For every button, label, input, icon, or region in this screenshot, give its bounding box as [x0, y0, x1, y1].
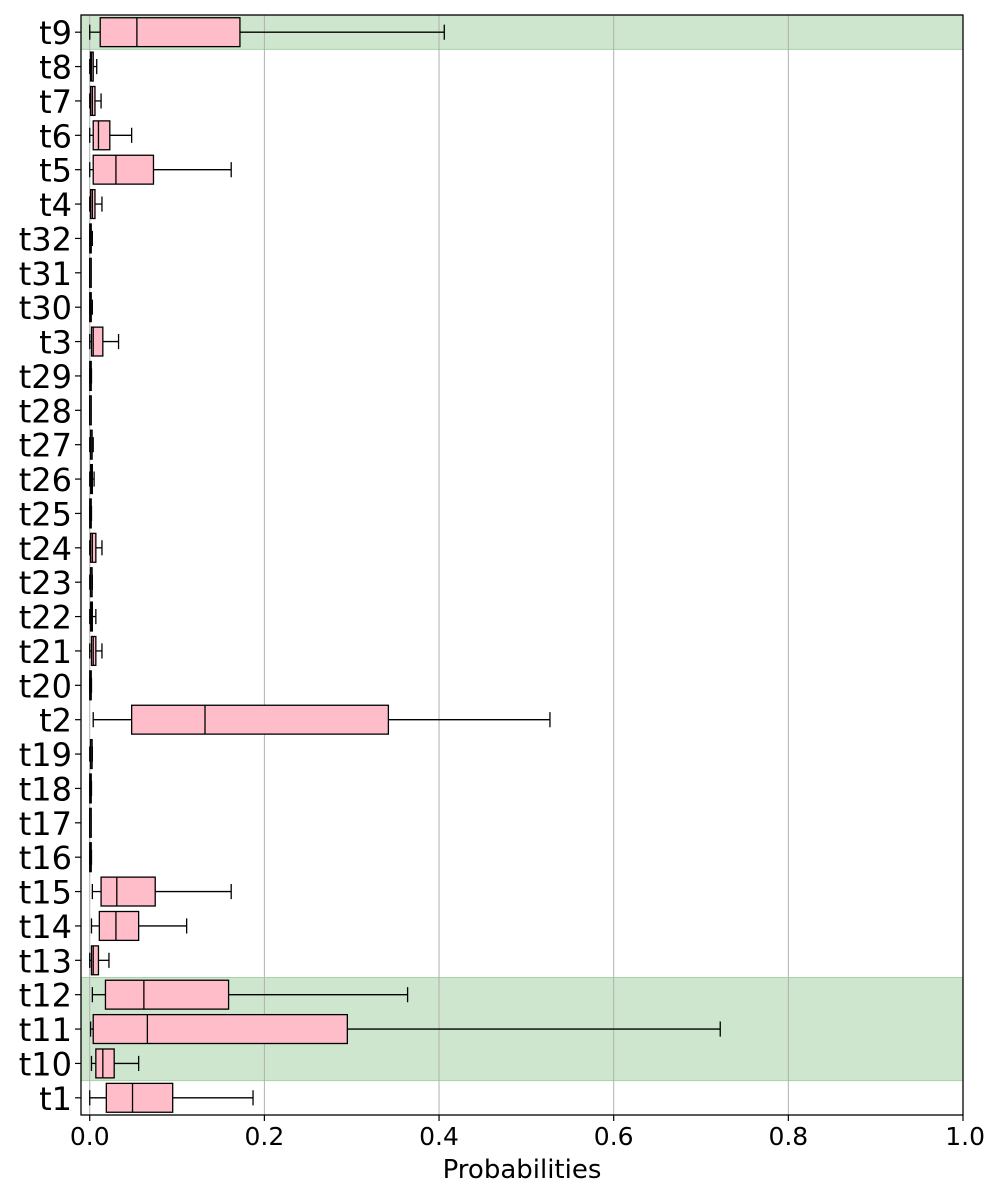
box-t8	[89, 51, 98, 82]
iqr-box	[90, 945, 100, 976]
iqr-box	[90, 326, 104, 357]
box-t30	[89, 292, 94, 323]
y-tick-label: t4	[39, 186, 72, 224]
y-tick-label: t6	[39, 117, 72, 155]
box-t16	[89, 842, 93, 873]
box-t10	[90, 1048, 140, 1079]
y-tick-label: t19	[19, 736, 72, 774]
y-tick-label: t12	[19, 977, 72, 1015]
y-tick-label: t26	[19, 461, 72, 499]
iqr-box	[100, 876, 156, 907]
y-tick-label: t32	[19, 220, 72, 258]
plot-frame	[80, 14, 964, 1116]
iqr-box	[98, 910, 140, 942]
y-tick-label: t11	[19, 1011, 72, 1049]
box-t5	[89, 154, 232, 185]
y-tick-label: t9	[39, 14, 72, 52]
box-t2	[92, 704, 551, 735]
y-tick-label: t27	[19, 427, 72, 465]
box-t27	[89, 429, 94, 460]
y-tick-label: t18	[19, 770, 72, 808]
box-t20	[89, 670, 93, 701]
x-tick-label: 0.0	[70, 1122, 110, 1151]
y-tick-label: t5	[39, 152, 72, 190]
box-t23	[89, 567, 94, 598]
box-t19	[89, 738, 94, 770]
box-t13	[89, 945, 110, 976]
y-tick-label: t10	[19, 1045, 72, 1083]
box-t32	[89, 223, 94, 254]
y-tick-label: t24	[19, 530, 72, 568]
iqr-box	[104, 979, 230, 1010]
box-t4	[89, 188, 103, 220]
y-tick-label: t25	[19, 495, 72, 533]
y-tick-label: t15	[19, 874, 72, 912]
box-t17	[89, 807, 92, 838]
box-t15	[91, 876, 232, 907]
y-tick-label: t20	[19, 667, 72, 705]
box-t29	[89, 360, 93, 392]
iqr-box	[92, 120, 111, 151]
iqr-box	[99, 17, 241, 48]
y-tick-label: t16	[19, 839, 72, 877]
y-tick-label: t31	[19, 255, 72, 293]
box-t18	[89, 773, 93, 804]
y-tick-label: t2	[39, 702, 72, 740]
gridlines	[89, 15, 964, 1115]
x-tick-label: 1.0	[945, 1122, 985, 1151]
boxes-layer	[89, 17, 721, 1113]
y-tick-label: t22	[19, 599, 72, 637]
box-t1	[89, 1082, 254, 1113]
y-tick-label: t21	[19, 633, 72, 671]
box-t21	[89, 635, 103, 667]
box-t7	[89, 85, 102, 117]
y-tick-label: t29	[19, 358, 72, 396]
x-tick-label: 0.2	[245, 1122, 285, 1151]
box-t26	[89, 463, 95, 495]
y-tick-label: t28	[19, 392, 72, 430]
iqr-box	[95, 1048, 115, 1079]
box-t28	[89, 395, 92, 426]
box-t31	[89, 257, 92, 288]
x-axis-label: Probabilities	[443, 1155, 602, 1185]
box-t14	[90, 910, 188, 942]
y-tick-label: t3	[39, 324, 72, 362]
iqr-box	[130, 704, 390, 735]
y-tick-label: t14	[19, 908, 72, 946]
y-tick-label: t23	[19, 564, 72, 602]
iqr-box	[105, 1082, 174, 1113]
box-t6	[89, 120, 133, 151]
box-t9	[89, 17, 445, 48]
iqr-box	[92, 154, 155, 185]
y-tick-label: t17	[19, 805, 72, 843]
y-tick-label: t7	[39, 83, 72, 121]
axes: t9t8t7t6t5t4t32t31t30t3t29t28t27t26t25t2…	[19, 14, 985, 1151]
y-tick-label: t30	[19, 289, 72, 327]
box-t11	[89, 1013, 721, 1045]
box-t12	[91, 979, 409, 1010]
y-tick-label: t13	[19, 942, 72, 980]
box-t22	[89, 601, 97, 632]
iqr-box	[92, 1013, 348, 1045]
iqr-box	[89, 532, 97, 563]
box-t3	[89, 326, 120, 357]
highlight-layer	[80, 14, 964, 1082]
x-tick-label: 0.8	[768, 1122, 808, 1151]
x-tick-label: 0.6	[594, 1122, 634, 1151]
box-t24	[89, 532, 103, 563]
x-tick-label: 0.4	[419, 1122, 459, 1151]
box-t25	[89, 498, 93, 529]
y-tick-label: t1	[39, 1080, 72, 1118]
y-tick-label: t8	[39, 49, 72, 87]
